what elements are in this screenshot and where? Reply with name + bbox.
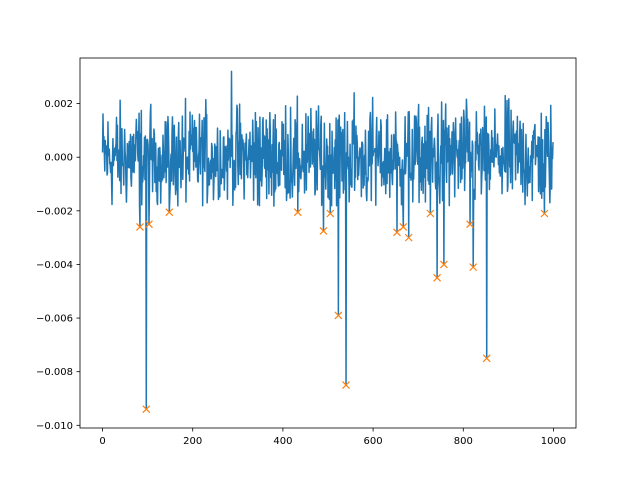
peak-marker bbox=[469, 263, 478, 272]
y-tick-label: −0.006 bbox=[36, 314, 73, 325]
peak-marker bbox=[540, 209, 549, 218]
y-tick-label: 0.000 bbox=[44, 153, 73, 164]
y-tick-label: −0.008 bbox=[36, 367, 73, 378]
peak-marker bbox=[136, 222, 144, 231]
y-tick-label: −0.002 bbox=[36, 206, 73, 217]
peak-marker bbox=[293, 208, 302, 217]
x-axis: 0 200 400 600 800 1000 bbox=[99, 428, 566, 447]
x-tick-label: 400 bbox=[273, 436, 292, 447]
x-tick-label: 600 bbox=[364, 436, 383, 447]
peak-marker bbox=[466, 220, 474, 229]
y-tick-label: −0.010 bbox=[36, 421, 73, 432]
peak-marker bbox=[482, 354, 491, 363]
peak-marker bbox=[165, 208, 174, 217]
peak-marker bbox=[145, 220, 153, 229]
peak-marker bbox=[399, 222, 408, 231]
peak-marker bbox=[404, 233, 413, 242]
signal-line bbox=[101, 70, 554, 410]
axes-frame bbox=[79, 57, 577, 429]
peak-marker bbox=[326, 209, 335, 218]
x-tick-label: 800 bbox=[454, 436, 473, 447]
x-tick-label: 1000 bbox=[541, 436, 566, 447]
peak-marker bbox=[426, 209, 435, 218]
peak-marker bbox=[142, 405, 151, 414]
peak-marker bbox=[439, 260, 448, 269]
peak-marker bbox=[334, 311, 343, 320]
peak-marker bbox=[319, 227, 328, 235]
peak-marker bbox=[433, 273, 442, 282]
plot-area bbox=[101, 70, 554, 414]
x-tick-label: 0 bbox=[99, 436, 105, 447]
x-tick-label: 200 bbox=[183, 436, 202, 447]
y-axis: 0.002 0.000 −0.002 −0.004 −0.006 −0.008 −0.010 bbox=[36, 99, 80, 432]
y-tick-label: 0.002 bbox=[44, 99, 73, 110]
peak-marker bbox=[342, 381, 350, 390]
y-tick-label: −0.004 bbox=[36, 260, 73, 271]
peak-marker bbox=[393, 228, 401, 237]
